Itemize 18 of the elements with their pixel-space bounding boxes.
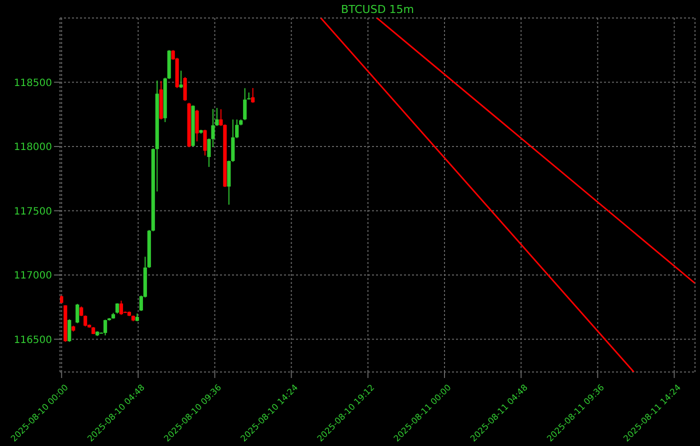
y-tick-label: 117000 — [14, 270, 52, 282]
candlestick — [76, 303, 80, 324]
candlestick — [203, 129, 207, 156]
candlestick — [243, 88, 247, 121]
y-tick-label: 117500 — [14, 206, 52, 218]
y-tick-label: 118500 — [14, 78, 52, 89]
candlestick — [119, 300, 124, 316]
candlestick — [84, 314, 88, 327]
candlestick — [68, 318, 72, 342]
candlestick — [195, 109, 199, 142]
candlestick — [179, 70, 183, 89]
candlestick — [251, 88, 255, 104]
candlestick — [103, 319, 108, 336]
chart-title: BTCUSD 15m — [340, 3, 415, 16]
candlestick — [80, 306, 84, 317]
y-tick-label: 116500 — [14, 334, 52, 346]
y-tick-label: 118000 — [14, 142, 52, 154]
candlestick — [183, 76, 187, 102]
